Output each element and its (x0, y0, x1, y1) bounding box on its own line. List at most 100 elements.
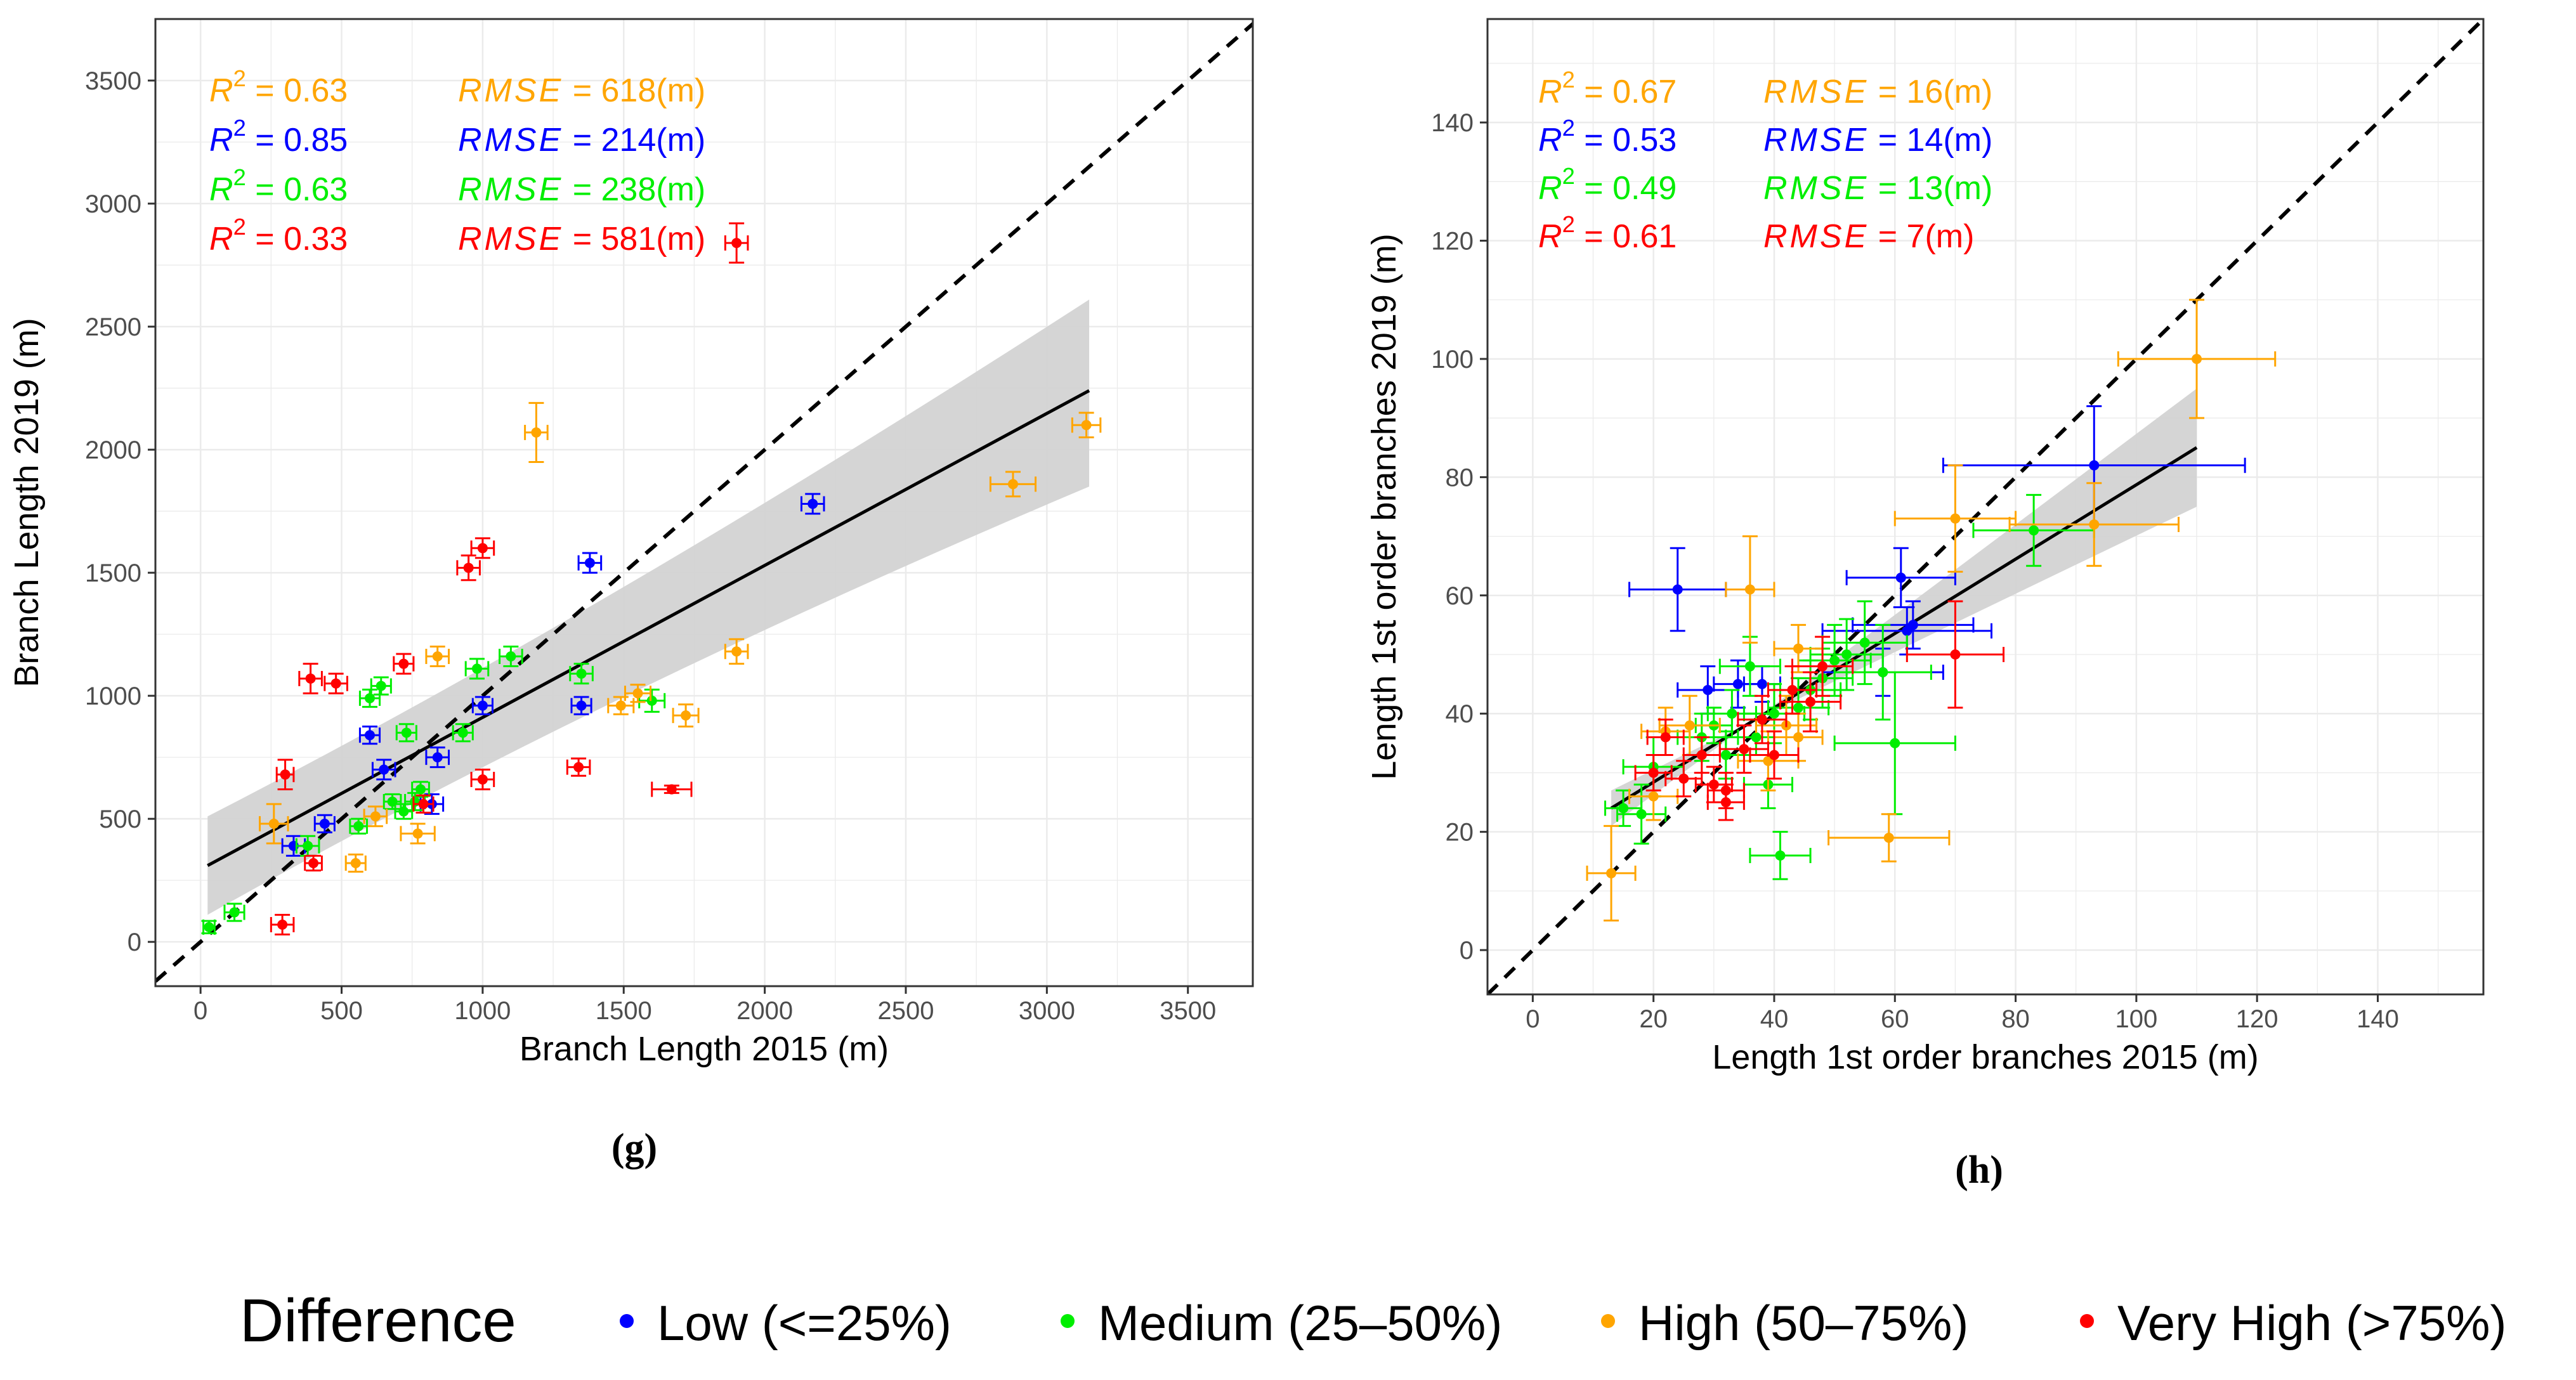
x-tick-label: 40 (1760, 1005, 1789, 1033)
data-point (1749, 730, 1800, 780)
x-tick-label: 100 (2115, 1005, 2158, 1033)
r2-annotation: R2 = 0.33 (209, 214, 348, 257)
data-point (1821, 600, 1908, 686)
data-point (456, 554, 481, 582)
y-tick-label: 0 (127, 928, 141, 956)
r2-annotation: R2 = 0.53 (1538, 115, 1677, 159)
panel-h-chart: 0 20 40 60 80 100 120 140 0 20 40 60 80 100 120 140 Leng… (1365, 18, 2485, 1192)
r2-annotation: R2 = 0.67 (1538, 67, 1677, 110)
data-point (1852, 600, 1975, 650)
data-point (425, 646, 450, 668)
data-point (1706, 783, 1745, 821)
data-point (577, 552, 603, 574)
data-point (1646, 719, 1685, 756)
y-tick-label: 3000 (85, 190, 141, 218)
data-point (395, 723, 417, 743)
rmse-annotation: RMSE = 238(m) (458, 171, 705, 208)
data-point (344, 853, 367, 873)
legend-marker (1601, 1314, 1615, 1328)
rmse-annotation: RMSE = 618(m) (458, 72, 705, 109)
data-point (1749, 831, 1812, 880)
regression-line (207, 389, 1090, 868)
data-point (259, 803, 289, 845)
y-tick-label: 40 (1446, 700, 1474, 728)
data-point (800, 493, 825, 515)
confidence-ribbon (1611, 388, 2197, 826)
data-point (464, 658, 490, 680)
data-point (651, 781, 693, 797)
data-point (393, 653, 415, 675)
y-axis-title: Length 1st order branches 2019 (m) (1365, 233, 1403, 780)
data-point (1833, 671, 1956, 816)
data-point (363, 805, 388, 828)
legend-item-medium: Medium (25–50%) (1061, 1295, 1502, 1351)
data-point (1628, 771, 1679, 821)
legend: Difference Low (<=25%) Medium (25–50%) High… (240, 1287, 2506, 1355)
y-tick-label: 500 (99, 805, 141, 833)
data-point (1821, 606, 1993, 656)
r2-annotation: R2 = 0.63 (209, 164, 348, 208)
y-tick-label: 100 (1431, 346, 1474, 374)
data-point (370, 676, 392, 696)
data-point (1713, 659, 1763, 709)
legend-label: Low (<=25%) (657, 1295, 951, 1351)
series-low (281, 493, 825, 857)
plot-border (1486, 18, 2485, 996)
axes: 0 500 1000 1500 2000 2500 3000 3500 0 500 1000 1500… (85, 67, 1216, 1025)
rmse-annotation: RMSE = 581(m) (458, 221, 705, 257)
y-tick-label: 1000 (85, 682, 141, 710)
data-point (1701, 730, 1751, 780)
data-point (1767, 665, 1818, 715)
panel-label: (g) (611, 1126, 657, 1169)
data-point (638, 688, 666, 713)
data-point (1616, 783, 1667, 845)
x-tick-label: 3500 (1160, 997, 1216, 1025)
plot-border (154, 18, 1254, 987)
r2-annotation: R2 = 0.85 (209, 115, 348, 159)
x-axis-title: Length 1st order branches 2015 (m) (1712, 1038, 2259, 1076)
data-point (400, 823, 436, 845)
data-point (1833, 623, 1932, 721)
series-medium (201, 646, 666, 935)
data-point (201, 919, 217, 935)
y-tick-label: 80 (1446, 464, 1474, 491)
x-tick-label: 500 (320, 997, 363, 1025)
data-point (524, 401, 549, 463)
data-point (989, 471, 1037, 498)
x-tick-label: 120 (2236, 1005, 2279, 1033)
legend-title: Difference (240, 1287, 516, 1355)
y-tick-label: 120 (1431, 228, 1474, 256)
legend-item-high: High (50–75%) (1601, 1295, 1968, 1351)
data-point (304, 854, 323, 872)
plot-content (1487, 19, 2483, 994)
x-tick-label: 0 (1526, 1005, 1540, 1033)
y-tick-label: 0 (1460, 937, 1474, 965)
r2-annotation: R2 = 0.63 (209, 65, 348, 109)
x-tick-label: 3000 (1019, 997, 1075, 1025)
data-point (499, 646, 523, 668)
confidence-ribbon (207, 299, 1090, 915)
data-point (1604, 789, 1643, 827)
x-axis-title: Branch Length 2015 (m) (520, 1030, 889, 1068)
data-point (223, 902, 245, 922)
y-tick-label: 60 (1446, 582, 1474, 610)
grid (1487, 19, 2483, 994)
data-point (1779, 671, 1842, 732)
series-high (259, 401, 1102, 873)
data-point (724, 638, 749, 665)
data-point (1071, 412, 1102, 439)
x-tick-label: 2000 (736, 997, 793, 1025)
y-tick-label: 1500 (85, 559, 141, 587)
data-point (1628, 547, 1727, 632)
y-axis-title: Branch Length 2019 (m) (8, 318, 46, 687)
y-tick-label: 3500 (85, 67, 141, 95)
data-point (566, 757, 591, 777)
x-tick-label: 2500 (877, 997, 934, 1025)
data-point (275, 758, 295, 791)
data-point (324, 672, 348, 694)
data-point (2008, 482, 2180, 567)
panel-g-chart: 0 500 1000 1500 2000 2500 3000 3500 0 500 1000 1500… (8, 18, 1254, 1169)
axes: 0 20 40 60 80 100 120 140 0 20 40 60 80 100 120 140 (1431, 109, 2399, 1033)
data-point (1706, 771, 1745, 809)
